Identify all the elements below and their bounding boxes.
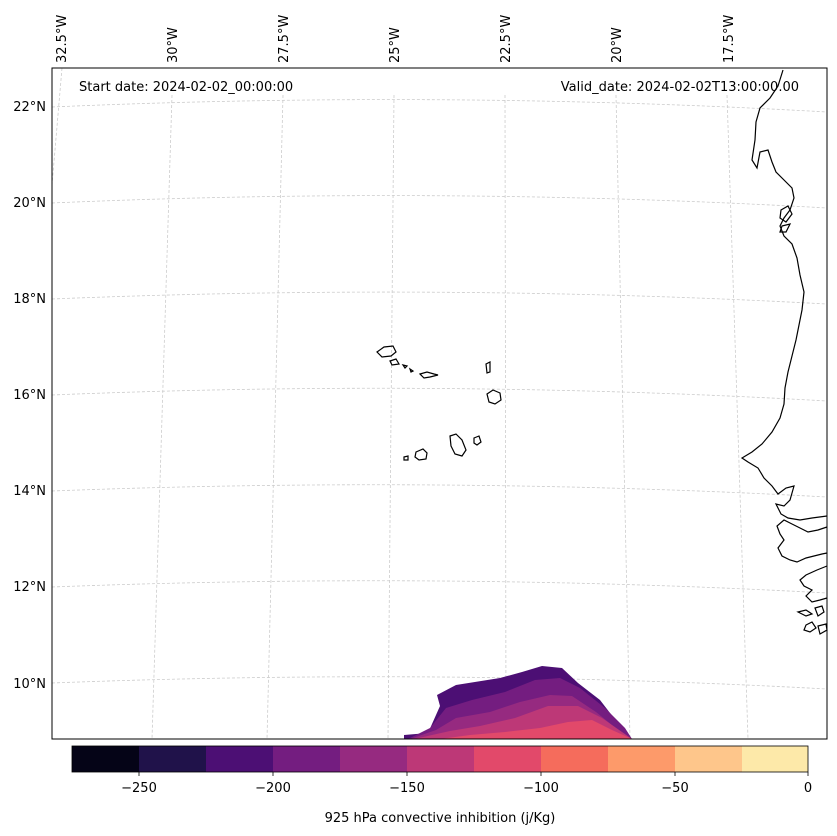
lon-label-17-5w: 17.5°W — [722, 15, 737, 63]
graticule — [51, 67, 828, 740]
colorbar-bin — [675, 746, 742, 772]
colorbar-tick-label: −150 — [389, 781, 425, 796]
colorbar: −250 −200 −150 −100 −50 0 925 hPa convec… — [71, 745, 812, 826]
lat-label-22n: 22°N — [13, 100, 46, 115]
island-boa-vista — [486, 389, 502, 405]
colorbar-bin — [474, 746, 541, 772]
african-coastline-south — [776, 519, 828, 563]
parallel-22n — [51, 99, 828, 113]
parallel-18n — [51, 291, 828, 305]
colorbar-bin — [206, 746, 273, 772]
island-fogo — [414, 448, 428, 461]
colorbar-tick-label: −250 — [121, 781, 157, 796]
african-coastline — [740, 69, 828, 521]
island-sal — [485, 361, 491, 374]
colorbar-bin — [72, 746, 139, 772]
colorbar-tick-label: 0 — [804, 781, 812, 796]
colorbar-bin — [742, 746, 808, 772]
bijagos-islands — [796, 605, 828, 635]
parallel-12n — [51, 580, 828, 594]
lat-label-18n: 18°N — [13, 292, 46, 307]
latitude-labels: 22°N 20°N 18°N 16°N 14°N 12°N 10°N — [13, 100, 46, 692]
island-maio — [473, 435, 482, 446]
map-frame — [52, 68, 827, 739]
island-santo-antao — [376, 345, 397, 358]
lat-label-16n: 16°N — [13, 388, 46, 403]
lon-label-25w: 25°W — [388, 27, 403, 63]
meridian-30w — [151, 94, 173, 740]
cin-contour-band-red — [440, 720, 632, 739]
island-santa-luzia — [401, 364, 415, 373]
meridian-17-5w — [726, 94, 749, 740]
colorbar-border — [71, 745, 809, 773]
colorbar-bin — [340, 746, 407, 772]
coastlines — [376, 69, 828, 635]
meridian-32-5w — [51, 67, 63, 186]
colorbar-bin — [541, 746, 608, 772]
parallel-20n — [51, 195, 828, 209]
colorbar-tick-label: −200 — [255, 781, 291, 796]
lon-label-32-5w: 32.5°W — [55, 15, 70, 63]
lon-label-30w: 30°W — [166, 27, 181, 63]
colorbar-bin — [139, 746, 206, 772]
island-sao-vicente — [389, 358, 400, 366]
lon-label-22-5w: 22.5°W — [499, 15, 514, 63]
lat-label-12n: 12°N — [13, 580, 46, 595]
colorbar-bin — [608, 746, 675, 772]
colorbar-bin — [273, 746, 340, 772]
island-brava — [403, 455, 409, 461]
start-date-label: Start date: 2024-02-02_00:00:00 — [79, 80, 293, 95]
meridian-27-5w — [266, 94, 284, 740]
lon-label-20w: 20°W — [610, 27, 625, 63]
map-border — [51, 67, 828, 740]
cin-filled-contours — [404, 666, 632, 739]
colorbar-tick-label: −50 — [661, 781, 688, 796]
parallel-10n — [51, 676, 828, 690]
colorbar-bin — [407, 746, 474, 772]
parallel-16n — [51, 387, 828, 402]
lat-label-10n: 10°N — [13, 677, 46, 692]
colorbar-title: 925 hPa convective inhibition (j/Kg) — [325, 811, 556, 826]
valid-date-label: Valid_date: 2024-02-02T13:00:00.00 — [561, 80, 799, 95]
lon-label-27-5w: 27.5°W — [277, 15, 292, 63]
lat-label-14n: 14°N — [13, 484, 46, 499]
meridian-20w — [615, 94, 631, 740]
african-coastline-guinea — [799, 565, 828, 603]
colorbar-tick-label: −100 — [523, 781, 559, 796]
meridian-25w — [387, 94, 395, 740]
bissau-islet — [779, 205, 793, 233]
colorbar-tick-labels: −250 −200 −150 −100 −50 0 — [121, 781, 812, 796]
parallel-14n — [51, 484, 828, 498]
meridian-22-5w — [504, 94, 507, 740]
island-sao-nicolau — [418, 371, 439, 379]
colorbar-ticks — [138, 772, 809, 776]
island-santiago — [449, 433, 467, 457]
lat-label-20n: 20°N — [13, 196, 46, 211]
longitude-labels: 32.5°W 30°W 27.5°W 25°W 22.5°W 20°W 17.5… — [55, 15, 737, 63]
